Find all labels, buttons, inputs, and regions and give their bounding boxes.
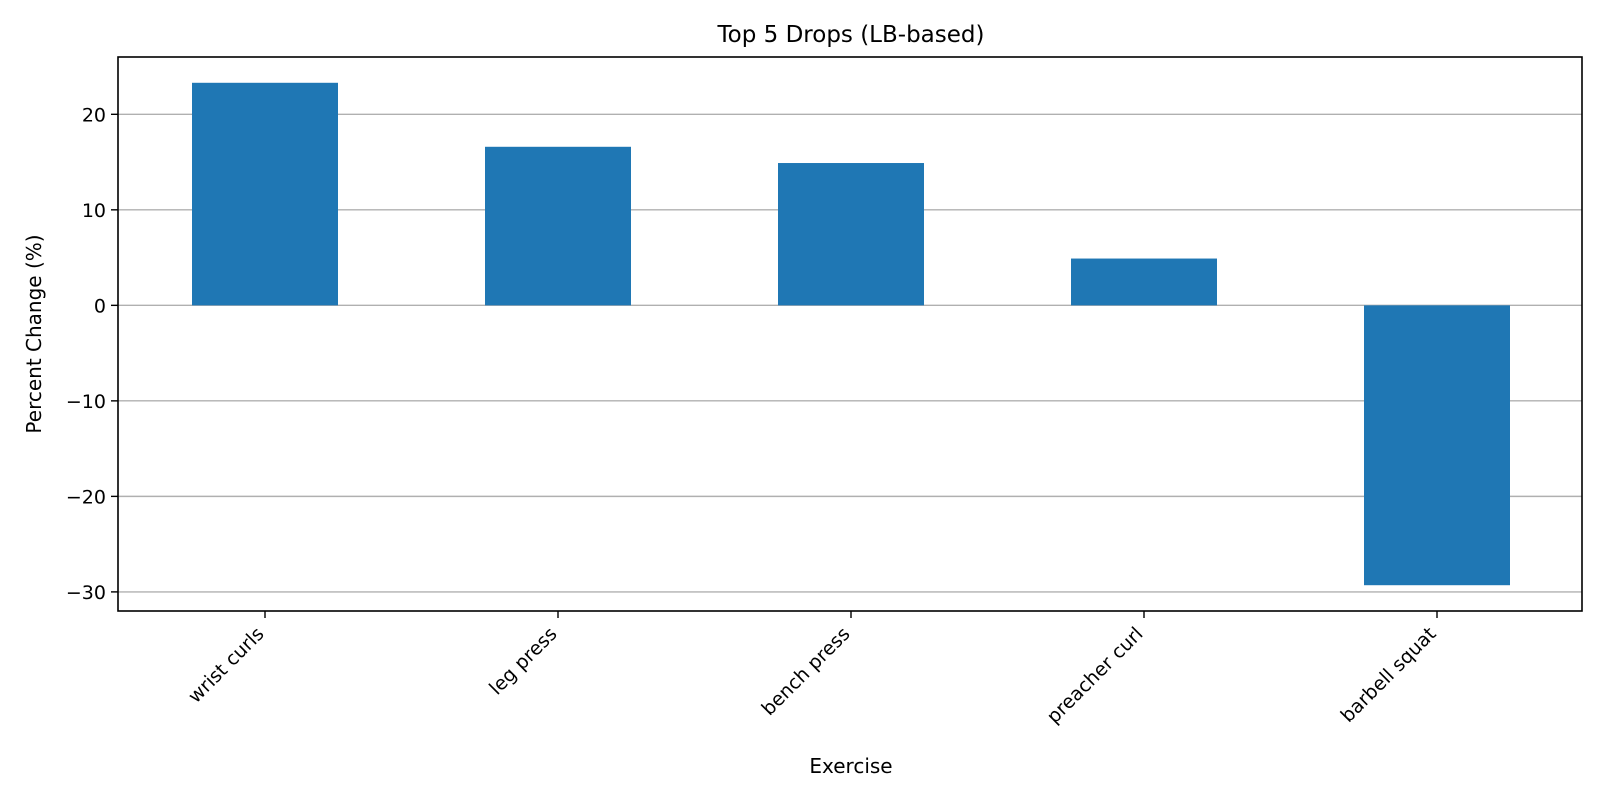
x-axis-label: Exercise [809,754,892,778]
y-axis-ticks: 20 10 0 −10 −20 −30 [66,104,118,604]
bars [192,82,1510,586]
bar-wrist-curls [192,82,338,306]
y-tick-label: −20 [66,486,106,508]
plot-frame [117,56,1583,612]
y-tick-label: −10 [66,391,106,413]
y-axis-label: Percent Change (%) [22,234,46,433]
y-tick-label: 20 [82,104,106,126]
bar-bench-press [778,163,924,306]
bar-barbell-squat [1364,305,1510,586]
x-tick-label: wrist curls [184,623,268,707]
x-axis-ticks: wrist curls leg press bench press preacher … [184,611,1441,728]
y-tick-label: −30 [66,582,106,604]
x-tick-label: barbell squat [1337,623,1441,727]
x-tick-label: preacher curl [1043,623,1148,728]
y-tick-label: 0 [94,295,106,317]
bar-leg-press [485,146,631,306]
chart-title: Top 5 Drops (LB-based) [717,22,985,48]
x-tick-label: bench press [757,623,854,720]
bar-preacher-curl [1071,258,1217,306]
x-tick-label: leg press [485,623,561,699]
y-tick-label: 10 [82,200,106,222]
